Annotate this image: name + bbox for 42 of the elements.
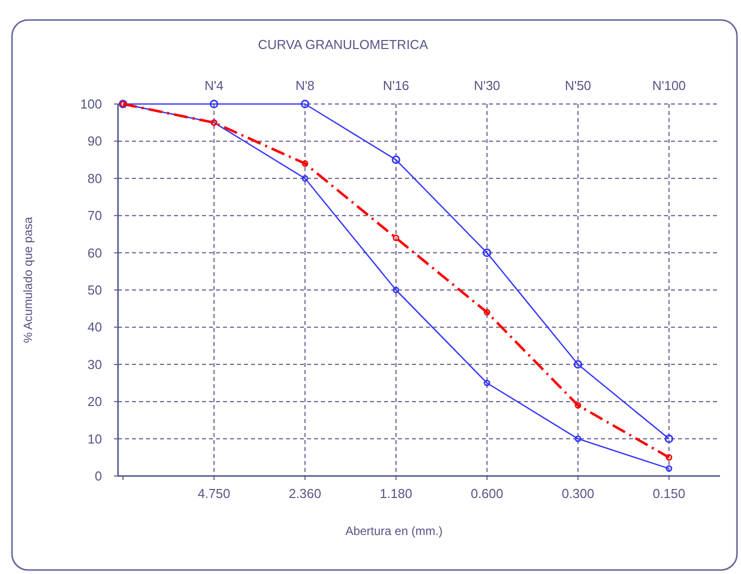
point	[392, 234, 400, 242]
x-tick-label: 1.180	[380, 486, 412, 501]
point	[484, 309, 490, 316]
y-axis-title: % Acumulado que pasa	[21, 216, 35, 344]
y-tick-label: 30	[88, 356, 102, 372]
y-tick-label: 60	[88, 245, 102, 260]
text: N'8	[295, 78, 315, 93]
point	[302, 160, 308, 167]
y-tick-label: 80	[88, 170, 102, 186]
text: N'30	[474, 78, 500, 93]
point	[300, 100, 310, 108]
y-tick-label: 70	[88, 208, 102, 224]
x-tick-label: 4.750	[198, 486, 230, 501]
chart-title: CURVA GRANULOMETRICA	[258, 37, 428, 52]
point	[574, 402, 582, 409]
x-axis-title: Abertura en (mm.)	[345, 524, 443, 538]
y-tick-label: 100	[80, 96, 102, 112]
point	[392, 286, 400, 294]
point	[666, 454, 672, 461]
point	[302, 175, 308, 182]
x-tick-label: 0.300	[562, 486, 594, 501]
text: N'50	[564, 78, 592, 93]
point	[484, 380, 490, 386]
y-tick-label: 50	[88, 282, 102, 298]
point	[210, 100, 218, 108]
x-tick-label: 0.600	[470, 486, 504, 501]
y-tick-label: 10	[88, 431, 102, 446]
text: N'4	[204, 78, 224, 93]
point	[574, 436, 582, 442]
y-tick-label: 20	[88, 394, 102, 410]
x-tick-label: 2.360	[288, 486, 322, 501]
point	[664, 434, 674, 444]
y-tick-label: 90	[88, 134, 102, 149]
y-tick-label: 40	[88, 320, 102, 335]
text: N'16	[382, 78, 410, 93]
point	[574, 360, 582, 369]
x-tick-label: 0.150	[652, 486, 686, 501]
point	[482, 248, 492, 258]
point	[666, 465, 672, 472]
text: N'100	[652, 78, 686, 93]
point	[392, 156, 400, 164]
y-tick-label: 0	[94, 468, 102, 484]
